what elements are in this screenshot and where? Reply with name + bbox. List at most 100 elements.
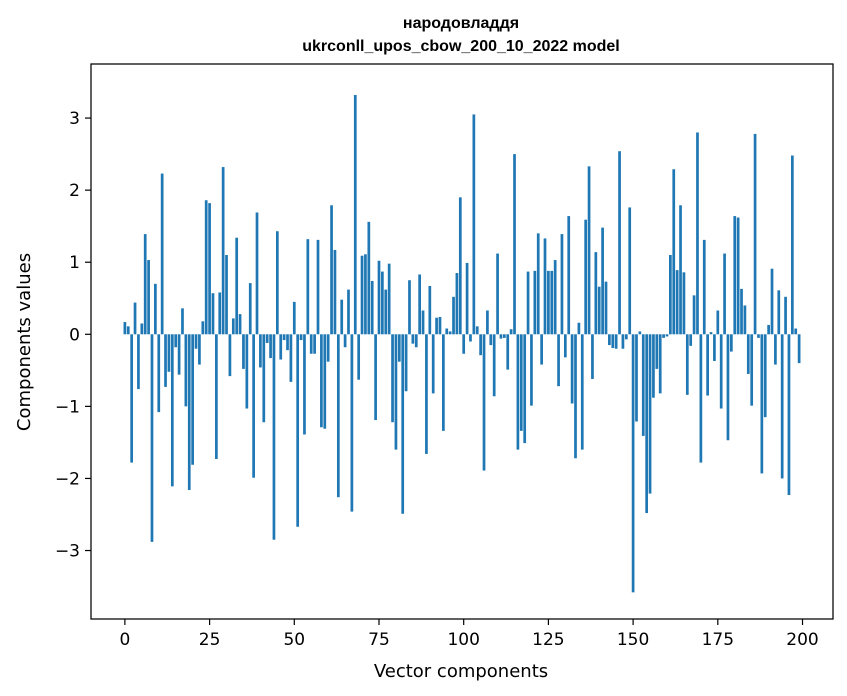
bar-189 [763, 334, 767, 418]
bar-102 [469, 334, 472, 342]
bar-41 [262, 334, 266, 423]
bar-109 [492, 334, 496, 397]
bar-86 [414, 334, 418, 348]
bar-84 [408, 280, 411, 335]
bar-196 [787, 334, 791, 496]
bar-15 [174, 334, 178, 348]
bar-151 [635, 334, 638, 422]
bar-31 [228, 334, 232, 377]
y-tick-label: 2 [69, 181, 80, 201]
bar-67 [350, 334, 354, 512]
bar-22 [198, 334, 201, 365]
bar-9 [154, 283, 157, 335]
bar-169 [696, 132, 699, 335]
bar-153 [641, 334, 645, 436]
bar-117 [519, 334, 523, 431]
bar-163 [675, 270, 679, 335]
x-tick-label: 100 [447, 630, 479, 650]
bar-30 [225, 255, 228, 335]
bar-27 [215, 334, 218, 459]
bar-71 [364, 254, 367, 335]
bar-121 [533, 270, 537, 335]
bar-25 [208, 203, 211, 335]
bar-55 [309, 334, 313, 354]
bar-129 [560, 234, 564, 335]
x-tick-label: 200 [786, 630, 818, 650]
bar-77 [384, 289, 388, 335]
bar-191 [770, 268, 774, 335]
x-tick-label: 175 [702, 630, 734, 650]
bar-182 [740, 288, 743, 335]
bar-81 [397, 334, 401, 362]
bar-3 [133, 302, 137, 335]
bar-178 [726, 334, 730, 441]
bar-166 [685, 334, 689, 395]
bar-74 [374, 334, 377, 421]
bar-75 [377, 260, 381, 335]
bar-87 [418, 274, 421, 335]
bar-146 [618, 151, 621, 335]
bar-54 [306, 239, 310, 335]
bar-97 [452, 296, 455, 335]
bar-38 [252, 334, 255, 478]
bar-120 [530, 334, 533, 406]
bar-172 [706, 334, 709, 396]
bar-46 [279, 334, 283, 360]
bar-142 [604, 281, 608, 335]
bar-73 [370, 280, 374, 335]
bar-62 [333, 249, 337, 335]
bar-60 [326, 334, 330, 362]
bar-116 [516, 334, 520, 450]
bar-136 [584, 219, 588, 335]
bar-167 [689, 334, 693, 346]
bar-168 [692, 295, 696, 335]
y-axis-label: Components values [14, 253, 35, 431]
bar-42 [265, 334, 269, 343]
bar-series [123, 94, 801, 593]
x-axis-ticks: 0 25 50 75 100 125 150 175 200 [119, 619, 819, 650]
bar-145 [614, 334, 618, 349]
bar-8 [150, 334, 154, 542]
bar-125 [547, 270, 550, 335]
bar-64 [340, 299, 344, 335]
y-tick-label: 3 [69, 109, 80, 129]
bar-88 [421, 310, 425, 335]
bar-45 [275, 231, 279, 335]
y-tick-label: −2 [55, 469, 80, 489]
x-tick-label: 75 [368, 630, 390, 650]
bar-43 [269, 334, 272, 359]
x-tick-label: 150 [617, 630, 649, 650]
bar-135 [580, 334, 584, 450]
bar-111 [499, 334, 503, 339]
bar-165 [682, 272, 686, 335]
bar-148 [624, 334, 628, 340]
bar-11 [160, 173, 164, 335]
bar-19 [187, 334, 191, 490]
bar-108 [489, 334, 493, 346]
bar-110 [496, 253, 499, 335]
bar-179 [730, 334, 733, 352]
bar-99 [458, 197, 462, 335]
bar-160 [665, 334, 669, 337]
bar-17 [181, 308, 184, 335]
bar-101 [465, 262, 469, 335]
bar-76 [381, 271, 384, 335]
bar-112 [503, 334, 506, 338]
y-tick-label: −1 [55, 397, 80, 417]
bar-154 [645, 334, 649, 514]
x-tick-label: 125 [532, 630, 564, 650]
bar-83 [404, 334, 408, 392]
bar-194 [780, 334, 784, 479]
bar-107 [486, 310, 489, 335]
bar-159 [662, 334, 665, 338]
bar-126 [550, 270, 554, 335]
bar-53 [303, 334, 306, 435]
bar-183 [743, 305, 747, 335]
bar-5 [140, 323, 144, 335]
bar-174 [713, 334, 716, 361]
bar-138 [591, 334, 594, 379]
bar-192 [774, 334, 777, 365]
bar-69 [357, 334, 361, 380]
bar-47 [282, 334, 286, 341]
bar-188 [760, 334, 764, 474]
